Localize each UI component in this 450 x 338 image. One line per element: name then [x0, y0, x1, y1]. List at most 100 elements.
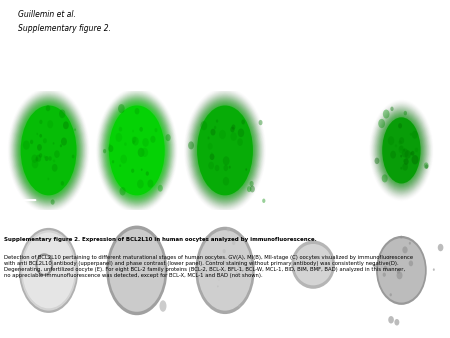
Circle shape — [223, 156, 230, 165]
Circle shape — [205, 258, 208, 262]
Circle shape — [52, 164, 58, 172]
Ellipse shape — [378, 238, 425, 303]
Circle shape — [399, 140, 402, 145]
Ellipse shape — [376, 236, 427, 305]
Ellipse shape — [198, 230, 252, 311]
Circle shape — [30, 140, 33, 144]
Circle shape — [412, 131, 418, 139]
Ellipse shape — [20, 104, 77, 196]
Circle shape — [245, 168, 247, 171]
Ellipse shape — [108, 104, 166, 196]
Circle shape — [158, 185, 163, 192]
Circle shape — [166, 134, 171, 141]
Ellipse shape — [105, 100, 169, 201]
Ellipse shape — [22, 233, 75, 308]
Circle shape — [402, 148, 409, 158]
Circle shape — [219, 277, 220, 278]
Ellipse shape — [382, 116, 421, 185]
Ellipse shape — [104, 99, 169, 201]
Ellipse shape — [159, 300, 166, 312]
Circle shape — [72, 154, 75, 159]
Ellipse shape — [195, 103, 255, 198]
Circle shape — [121, 154, 127, 164]
Circle shape — [400, 155, 402, 158]
Circle shape — [36, 157, 38, 161]
Circle shape — [398, 123, 402, 128]
Ellipse shape — [380, 114, 423, 187]
Ellipse shape — [14, 96, 84, 205]
Circle shape — [217, 285, 219, 287]
Circle shape — [207, 256, 208, 258]
Circle shape — [48, 156, 52, 161]
Circle shape — [400, 236, 402, 239]
Ellipse shape — [376, 108, 427, 192]
Circle shape — [211, 129, 216, 136]
Circle shape — [109, 144, 111, 147]
Circle shape — [154, 128, 158, 132]
Ellipse shape — [18, 101, 80, 200]
Circle shape — [150, 136, 156, 143]
Circle shape — [394, 319, 399, 325]
Ellipse shape — [100, 93, 174, 208]
Circle shape — [39, 153, 42, 158]
Ellipse shape — [106, 102, 167, 199]
Circle shape — [53, 142, 54, 145]
Ellipse shape — [104, 98, 170, 202]
Ellipse shape — [193, 99, 257, 201]
Circle shape — [374, 158, 379, 164]
Circle shape — [224, 261, 226, 264]
Circle shape — [142, 138, 149, 147]
Circle shape — [207, 137, 210, 139]
Ellipse shape — [197, 105, 253, 195]
Circle shape — [374, 264, 377, 268]
Circle shape — [399, 137, 404, 144]
Circle shape — [54, 150, 60, 158]
Ellipse shape — [12, 94, 85, 207]
Circle shape — [238, 266, 240, 269]
Circle shape — [218, 279, 220, 281]
Ellipse shape — [378, 112, 424, 189]
Circle shape — [108, 145, 113, 152]
Circle shape — [238, 128, 244, 137]
Circle shape — [237, 138, 243, 146]
Circle shape — [43, 138, 47, 143]
Circle shape — [230, 132, 237, 141]
Circle shape — [400, 167, 402, 170]
Ellipse shape — [190, 97, 260, 204]
Circle shape — [59, 110, 65, 118]
Circle shape — [208, 143, 213, 150]
Text: B: B — [97, 96, 104, 105]
Circle shape — [241, 120, 245, 124]
Circle shape — [60, 144, 62, 147]
Ellipse shape — [379, 113, 424, 188]
Circle shape — [63, 121, 69, 129]
Ellipse shape — [108, 104, 166, 197]
Circle shape — [218, 256, 220, 260]
Circle shape — [244, 267, 247, 270]
Circle shape — [382, 174, 388, 183]
Ellipse shape — [381, 116, 422, 185]
Circle shape — [216, 119, 218, 123]
Circle shape — [46, 105, 50, 111]
Ellipse shape — [376, 109, 427, 192]
Ellipse shape — [17, 100, 81, 201]
Circle shape — [138, 148, 144, 157]
Ellipse shape — [190, 96, 260, 205]
Circle shape — [209, 259, 211, 262]
Ellipse shape — [375, 107, 428, 193]
Circle shape — [404, 158, 409, 165]
Ellipse shape — [195, 227, 255, 314]
Text: Guillemin et al.: Guillemin et al. — [18, 10, 76, 19]
Circle shape — [388, 316, 394, 323]
Circle shape — [210, 153, 215, 160]
Ellipse shape — [292, 241, 335, 289]
Circle shape — [438, 244, 443, 251]
Ellipse shape — [106, 225, 167, 315]
Circle shape — [231, 43, 237, 50]
Ellipse shape — [13, 95, 85, 206]
Ellipse shape — [378, 111, 425, 190]
Circle shape — [236, 261, 240, 266]
Circle shape — [45, 156, 49, 161]
Circle shape — [390, 151, 396, 159]
Circle shape — [239, 267, 243, 271]
